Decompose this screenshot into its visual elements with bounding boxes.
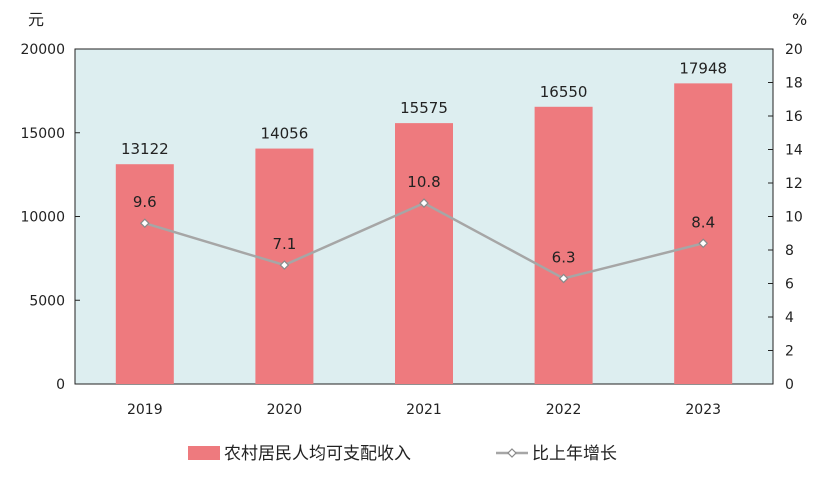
growth-point-2020 bbox=[279, 260, 290, 270]
right-tick-label: 6 bbox=[785, 277, 794, 293]
bar-2022 bbox=[534, 106, 593, 384]
left-axis: 0 5000 10000 15000 20000 bbox=[20, 42, 80, 393]
legend-label-growth: 比上年增长 bbox=[532, 444, 617, 464]
bar-2021 bbox=[395, 123, 453, 385]
left-tick-label: 20000 bbox=[20, 42, 65, 58]
growth-point-2019 bbox=[139, 218, 150, 229]
bar-value-label: 14056 bbox=[261, 125, 309, 143]
x-tick-label-2023: 2023 bbox=[685, 402, 721, 418]
x-tick-label-2021: 2021 bbox=[406, 402, 442, 418]
right-axis-unit: % bbox=[792, 10, 807, 29]
line-series: 9.6 7.1 10.8 6.3 8.4 bbox=[133, 173, 715, 284]
growth-value-label: 8.4 bbox=[691, 213, 715, 231]
x-axis: 2019 2020 2021 2022 2023 bbox=[127, 402, 721, 418]
growth-point-2021 bbox=[419, 198, 429, 208]
x-tick-label-2020: 2020 bbox=[267, 402, 303, 418]
right-tick-label: 14 bbox=[785, 143, 803, 159]
growth-value-label: 10.8 bbox=[407, 173, 440, 191]
left-tick-label: 10000 bbox=[20, 210, 65, 226]
right-tick-label: 20 bbox=[785, 42, 803, 58]
bar-series: 13122 14056 15575 16550 17948 bbox=[115, 59, 733, 385]
left-tick-label: 15000 bbox=[20, 126, 65, 142]
right-tick-label: 2 bbox=[785, 344, 794, 360]
legend-swatch-marker bbox=[507, 448, 517, 458]
legend-swatch-bar bbox=[188, 446, 220, 460]
left-tick-label: 0 bbox=[56, 377, 65, 393]
growth-point-2023 bbox=[698, 238, 709, 249]
right-tick-label: 12 bbox=[785, 176, 803, 192]
growth-point-2022 bbox=[558, 273, 569, 284]
bar-value-label: 17948 bbox=[679, 59, 727, 77]
legend-label-income: 农村居民人均可支配收入 bbox=[224, 444, 411, 464]
bar-2019 bbox=[115, 164, 174, 384]
right-axis: 0 2 4 6 8 10 12 14 16 18 20 bbox=[768, 42, 803, 393]
right-tick-label: 16 bbox=[785, 109, 803, 125]
bar-value-label: 13122 bbox=[121, 140, 169, 158]
x-tick-label-2019: 2019 bbox=[127, 402, 163, 418]
growth-value-label: 6.3 bbox=[552, 248, 576, 266]
left-tick-label: 5000 bbox=[29, 293, 65, 309]
right-tick-label: 8 bbox=[785, 243, 794, 259]
right-tick-label: 10 bbox=[785, 210, 803, 226]
left-axis-unit: 元 bbox=[28, 10, 44, 29]
growth-value-label: 9.6 bbox=[133, 193, 157, 211]
x-tick-label-2022: 2022 bbox=[546, 402, 582, 418]
bar-value-label: 16550 bbox=[540, 83, 588, 101]
right-tick-label: 4 bbox=[785, 310, 794, 326]
right-tick-label: 0 bbox=[785, 377, 794, 393]
bar-value-label: 15575 bbox=[400, 99, 448, 117]
growth-value-label: 7.1 bbox=[272, 235, 296, 253]
bar-2023 bbox=[674, 83, 733, 384]
legend: 农村居民人均可支配收入 比上年增长 bbox=[188, 444, 617, 464]
right-tick-label: 18 bbox=[785, 76, 803, 92]
